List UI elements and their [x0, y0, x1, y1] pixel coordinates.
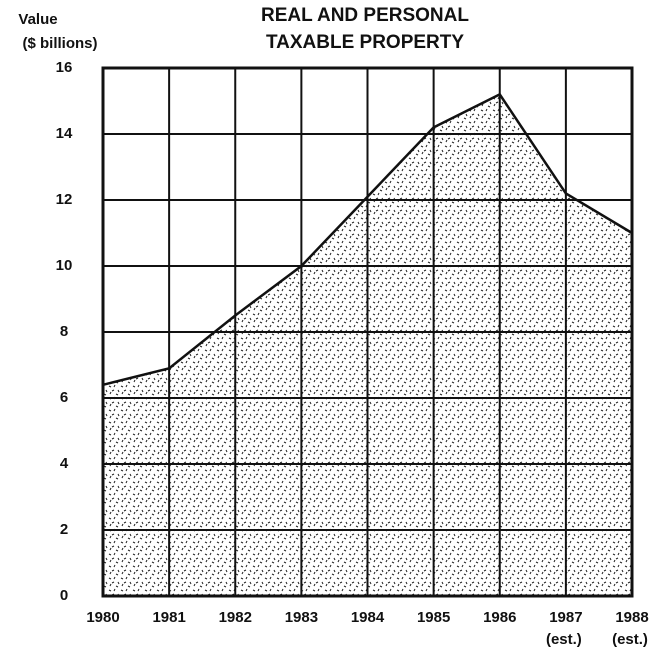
y-tick-label: 10 — [56, 257, 73, 274]
x-tick-label: 1986 — [483, 609, 516, 626]
x-tick-label: 1980 — [86, 609, 119, 626]
x-tick-sublabel: (est.) — [612, 631, 648, 648]
chart-title: REAL AND PERSONAL — [261, 5, 469, 26]
y-tick-label: 2 — [60, 521, 68, 538]
x-tick-label: 1985 — [417, 609, 450, 626]
chart-title: TAXABLE PROPERTY — [266, 32, 464, 53]
y-tick-label: 16 — [56, 59, 73, 76]
x-tick-label: 1984 — [351, 609, 385, 626]
y-tick-label: 4 — [60, 455, 69, 472]
x-tick-label: 1987 — [549, 609, 582, 626]
y-axis-label: Value — [18, 11, 57, 28]
plot-frame — [101, 66, 634, 598]
y-tick-label: 14 — [56, 125, 73, 142]
x-tick-label: 1988 — [615, 609, 648, 626]
x-tick-label: 1981 — [152, 609, 185, 626]
y-tick-label: 12 — [56, 191, 73, 208]
y-tick-label: 0 — [60, 587, 68, 604]
y-tick-label: 8 — [60, 323, 68, 340]
x-tick-sublabel: (est.) — [546, 631, 582, 648]
x-tick-label: 1982 — [219, 609, 252, 626]
x-tick-label: 1983 — [285, 609, 318, 626]
y-axis-label: ($ billions) — [23, 35, 98, 52]
line — [102, 92, 633, 387]
y-tick-label: 6 — [60, 389, 68, 406]
